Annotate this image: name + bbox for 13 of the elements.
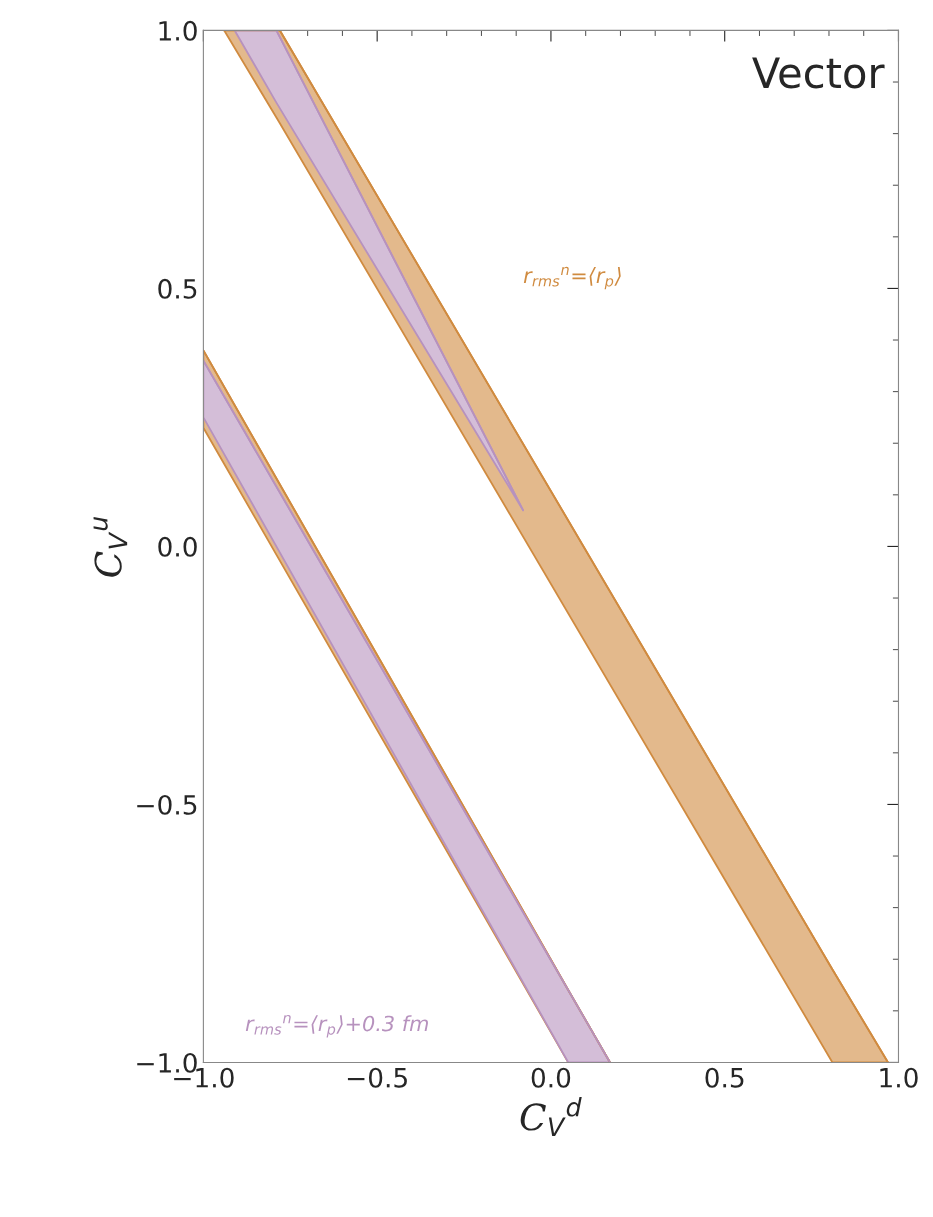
annotation: r$_{rms}$$^{n}$=⟨r$_{p}$⟩+0.3 fm	[245, 1014, 428, 1038]
x-tick-label: 0.0	[531, 1067, 571, 1088]
annotation: r$_{rms}$$^{n}$=⟨r$_{p}$⟩	[523, 266, 621, 290]
x-tick-label: 1.0	[880, 1067, 918, 1088]
annotation: Vector	[752, 57, 885, 89]
x-tick-label: −0.5	[347, 1067, 407, 1088]
y-tick-label: 1.0	[159, 20, 197, 41]
y-tick-label: 0.5	[158, 278, 197, 299]
y-tick-label: −0.5	[137, 794, 197, 815]
y-tick-label: 0.0	[158, 536, 197, 557]
y-axis-title: C$_{V}$$^{u}$	[93, 516, 128, 577]
x-axis-title: C$_{V}$$^{d}$	[520, 1097, 582, 1136]
x-tick-label: 0.5	[705, 1067, 744, 1088]
